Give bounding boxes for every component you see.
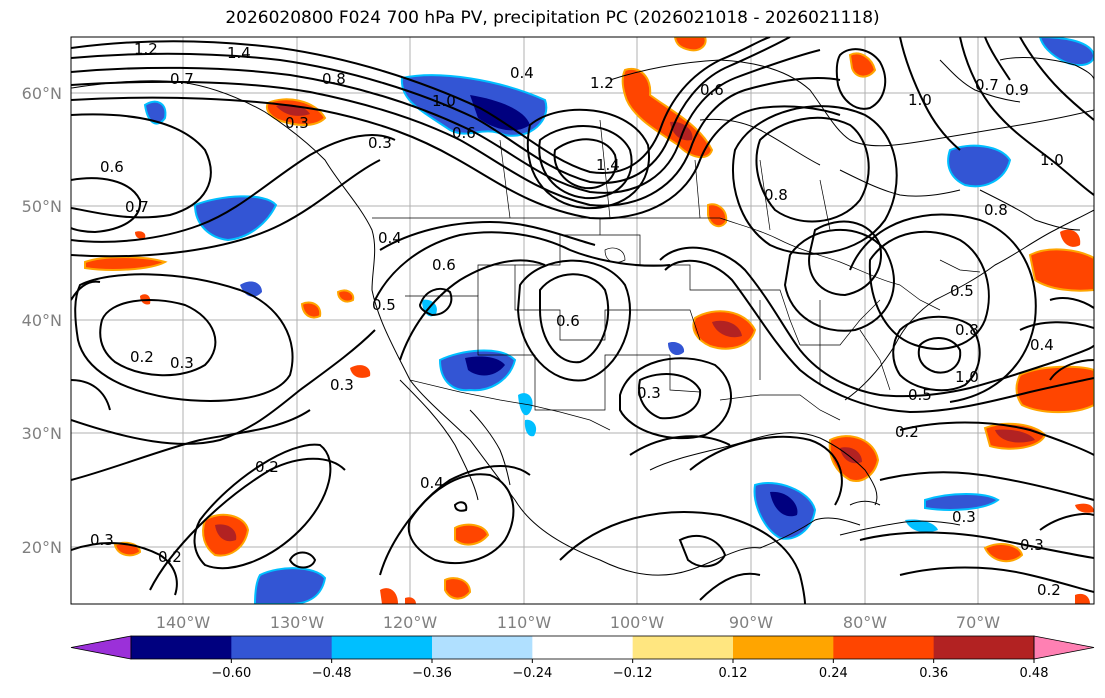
colorbar-segment: [231, 636, 333, 659]
colorbar-segments: [70, 635, 1095, 660]
contour-label: 0.8: [764, 186, 788, 204]
colorbar-tick-label: 0.36: [919, 666, 948, 681]
contour-label: 0.3: [285, 114, 309, 132]
contour-label: 0.6: [100, 158, 124, 176]
colorbar-tick-label: 0.24: [819, 666, 848, 681]
colorbar-extend-low: [70, 635, 132, 660]
lat-label-60n: 60°N: [22, 84, 62, 103]
contour-label: 0.3: [368, 134, 392, 152]
contour-label: 0.3: [90, 531, 114, 549]
contour-label: 0.7: [125, 198, 149, 216]
lon-label-80w: 80°W: [843, 613, 887, 632]
colorbar-segment: [933, 636, 1035, 659]
colorbar-tick-label: −0.36: [412, 666, 452, 681]
lon-label-70w: 70°W: [956, 613, 1000, 632]
contour-label: 0.4: [378, 229, 402, 247]
contour-label: 0.4: [1030, 336, 1054, 354]
contour-label: 1.4: [227, 44, 251, 62]
contour-label: 1.0: [908, 91, 932, 109]
colorbar-tick-label: −0.24: [512, 666, 552, 681]
contour-label: 1.0: [1040, 151, 1064, 169]
precip-positive-areas: [84, 37, 1094, 604]
colorbar-segment: [432, 636, 533, 659]
colorbar-segment: [632, 636, 734, 659]
contour-label: 1.4: [596, 156, 620, 174]
lat-label-30n: 30°N: [22, 424, 62, 443]
contour-label: 0.3: [1020, 536, 1044, 554]
contour-label: 0.7: [975, 76, 999, 94]
colorbar-tick-label: 0.12: [719, 666, 748, 681]
contour-label: 0.8: [322, 70, 346, 88]
contour-label: 0.3: [330, 376, 354, 394]
contour-label: 0.2: [158, 548, 182, 566]
lon-label-130w: 130°W: [270, 613, 325, 632]
contour-label: 0.2: [130, 348, 154, 366]
contour-label: 0.6: [556, 312, 580, 330]
latitude-labels: 60°N 50°N 40°N 30°N 20°N: [22, 84, 62, 557]
lat-label-20n: 20°N: [22, 538, 62, 557]
colorbar-segment: [733, 636, 834, 659]
map-title: 2026020800 F024 700 hPa PV, precipitatio…: [225, 8, 880, 28]
lon-label-110w: 110°W: [497, 613, 552, 632]
contour-label: 0.9: [1005, 81, 1029, 99]
colorbar-segment: [331, 636, 433, 659]
colorbar-tick-label: −0.12: [613, 666, 653, 681]
colorbar-frame: [130, 635, 1035, 660]
colorbar: −0.60 −0.48 −0.36 −0.24 −0.12 0.12 0.24 0.36 0.4…: [70, 635, 1095, 681]
contour-label: 0.3: [170, 354, 194, 372]
contour-labels: 1.2 1.4 0.7 0.8 1.0 0.6 0.3 0.6 0.7 0.4 …: [90, 40, 1064, 599]
colorbar-tick-label: −0.60: [211, 666, 251, 681]
lon-label-140w: 140°W: [156, 613, 211, 632]
longitude-labels: 140°W 130°W 120°W 110°W 100°W 90°W 80°W …: [156, 613, 1000, 632]
contour-label: 0.6: [432, 256, 456, 274]
contour-label: 1.2: [590, 74, 614, 92]
map-frame: [70, 36, 1095, 605]
contour-label: 1.0: [432, 92, 456, 110]
contour-label: 0.5: [372, 296, 396, 314]
contour-label: 0.4: [420, 474, 444, 492]
contour-label: 0.3: [637, 384, 661, 402]
lon-label-90w: 90°W: [729, 613, 773, 632]
contour-label: 1.2: [134, 40, 158, 58]
contour-label: 0.6: [452, 124, 476, 142]
colorbar-segment: [532, 636, 634, 659]
colorbar-extend-high: [1033, 635, 1095, 660]
colorbar-segment: [833, 636, 935, 659]
contour-label: 0.7: [170, 70, 194, 88]
contour-label: 0.5: [950, 282, 974, 300]
lon-label-100w: 100°W: [610, 613, 665, 632]
colorbar-ticks: −0.60 −0.48 −0.36 −0.24 −0.12 0.12 0.24 0.36 0.4…: [211, 659, 1049, 681]
contour-label: 0.6: [700, 81, 724, 99]
contour-label: 0.2: [895, 423, 919, 441]
contour-label: 0.8: [984, 201, 1008, 219]
colorbar-tick-label: −0.48: [312, 666, 352, 681]
contour-label: 0.5: [908, 386, 932, 404]
contour-label: 0.2: [255, 458, 279, 476]
contour-label: 0.2: [1037, 581, 1061, 599]
colorbar-tick-label: 0.48: [1020, 666, 1049, 681]
lat-label-40n: 40°N: [22, 311, 62, 330]
contour-label: 1.0: [955, 368, 979, 386]
lat-label-50n: 50°N: [22, 197, 62, 216]
contour-label: 0.4: [510, 64, 534, 82]
colorbar-segment: [131, 636, 232, 659]
pv-contours: [71, 37, 1094, 604]
contour-label: 0.8: [955, 321, 979, 339]
lon-label-120w: 120°W: [383, 613, 438, 632]
contour-label: 0.3: [952, 508, 976, 526]
